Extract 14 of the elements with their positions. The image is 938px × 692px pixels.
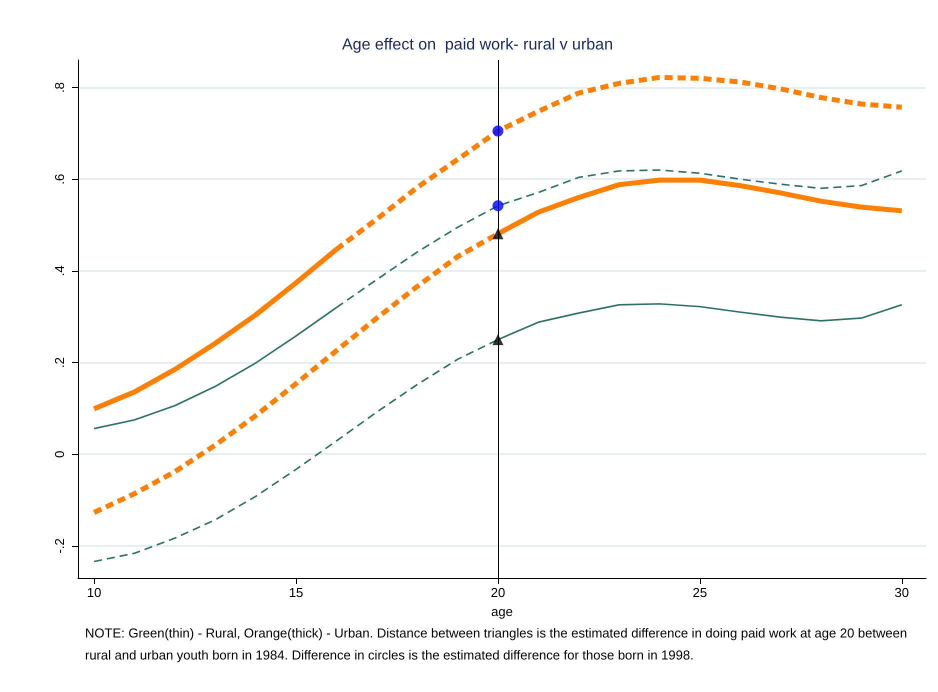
x-tick-label: 10 [86,585,102,600]
x-tick-label: 20 [490,585,506,600]
y-tick-label: 0 [52,450,67,458]
y-tick-label: -.2 [52,538,67,554]
y-tick-label: .8 [52,82,67,93]
y-tick-label: .2 [52,357,67,368]
text: NOTE: Green(thin) - Rural, Orange(thick) - Urban. Distance between triangles is the estimated difference in doing paid work at age 20 between rural and urban youth born in 1984. Difference in circles is the estimated difference for those born in 1998. [85,626,911,662]
x-tick-label: 30 [894,585,910,600]
y-tick-label: .4 [52,265,67,276]
x-axis-title: age [491,604,513,619]
x-tick-label: 15 [288,585,304,600]
chart-title: Age effect on paid work- rural v urban [342,36,613,54]
y-tick-label: .6 [52,174,67,185]
x-tick-label: 25 [692,585,708,600]
